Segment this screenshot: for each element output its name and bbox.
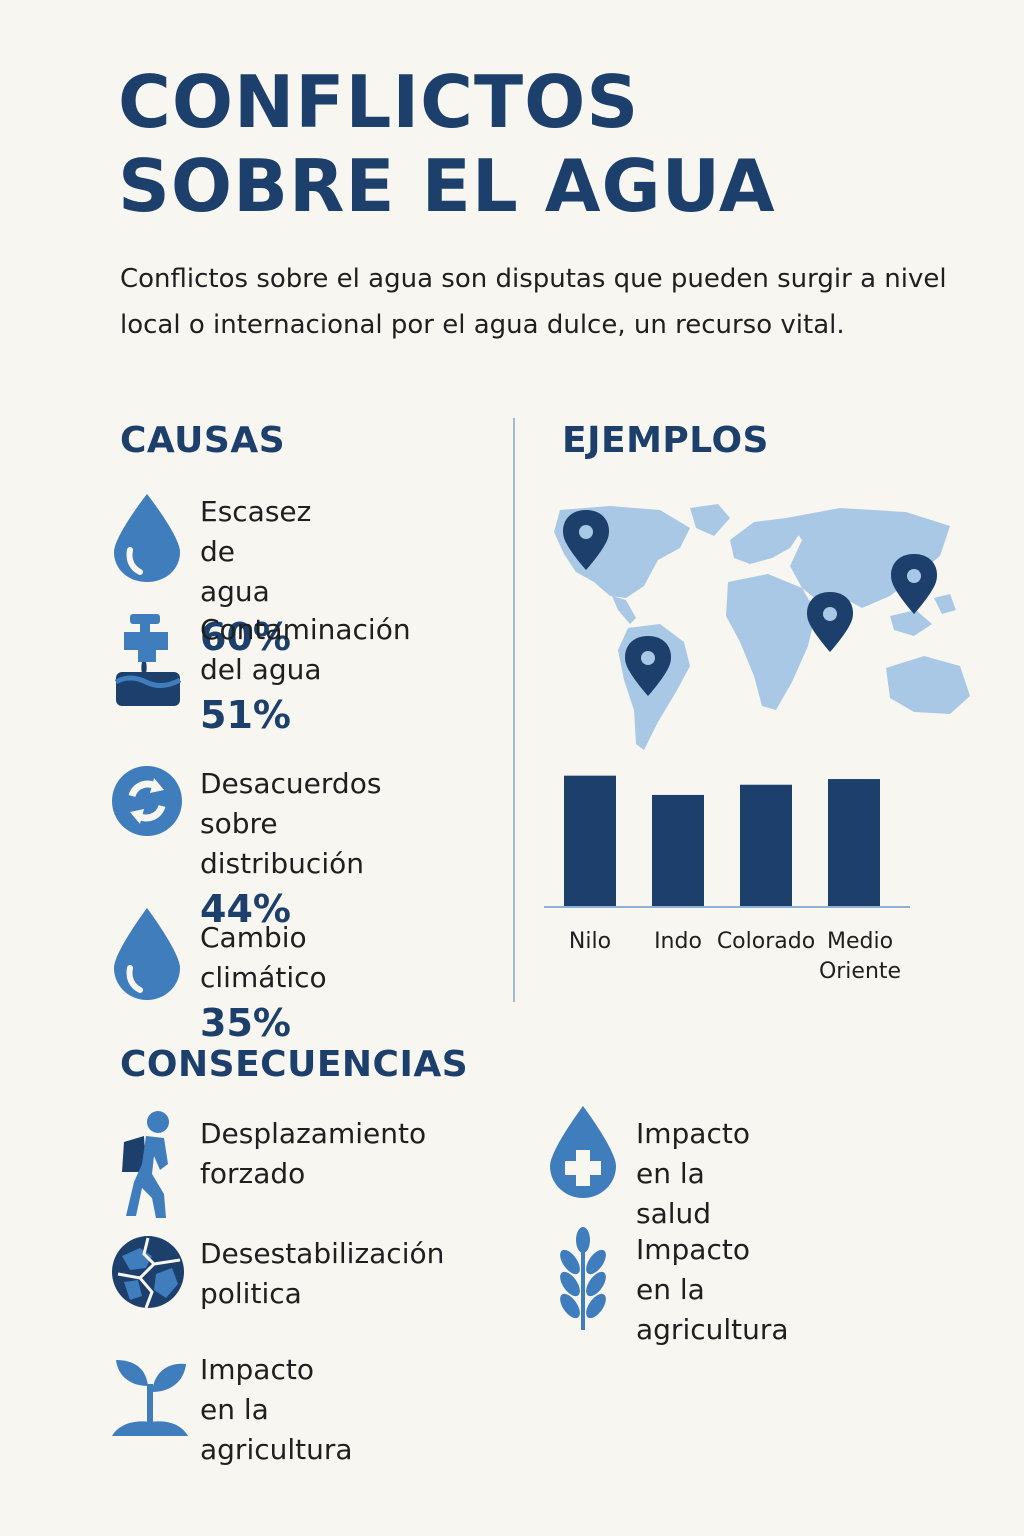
tick-label-indo: Indo bbox=[654, 929, 702, 954]
cause-percentage: 44% bbox=[200, 887, 291, 931]
bar-colorado bbox=[740, 784, 792, 906]
sprout-icon bbox=[112, 1360, 188, 1436]
map-pin-east-asia bbox=[890, 554, 938, 614]
map-pin-north-america bbox=[562, 510, 610, 570]
title-line-1: CONFLICTOS bbox=[118, 60, 640, 144]
walking-person-icon bbox=[122, 1111, 169, 1218]
consequence-label-line-1: Impacto en la bbox=[636, 1233, 750, 1306]
cause-label: Cambio climático bbox=[200, 921, 327, 994]
bar-indo bbox=[652, 794, 704, 906]
cracked-globe-icon bbox=[112, 1236, 184, 1309]
title-line-2: SOBRE EL AGUA bbox=[118, 144, 776, 228]
causes-heading: CAUSAS bbox=[120, 420, 286, 461]
drop-medical-cross-icon bbox=[550, 1106, 616, 1198]
map-pin-south-america bbox=[624, 636, 672, 696]
water-drop-icon bbox=[114, 908, 180, 1000]
cause-label-line-2: sobre distribución bbox=[200, 807, 364, 880]
cause-percentage: 51% bbox=[200, 693, 291, 737]
examples-bar-chart: Nilo Indo Colorado Medio Oriente bbox=[544, 775, 910, 984]
cause-label-line-2: del agua bbox=[200, 653, 322, 686]
cause-percentage: 35% bbox=[200, 1001, 291, 1045]
cause-label: Escasez de agua bbox=[200, 495, 312, 608]
consequence-label-line-2: politica bbox=[200, 1277, 302, 1310]
consequence-label-line-1: Impacto en la bbox=[200, 1353, 314, 1426]
consequences-heading: CONSECUENCIAS bbox=[120, 1044, 469, 1085]
water-drop-icon bbox=[114, 494, 180, 582]
bar-medio-oriente bbox=[828, 779, 880, 906]
examples-heading: EJEMPLOS bbox=[562, 420, 769, 461]
intro-text: Conflictos sobre el agua son disputas qu… bbox=[120, 264, 947, 340]
bar-nilo bbox=[564, 775, 616, 906]
cycle-arrows-icon bbox=[112, 766, 182, 836]
world-map bbox=[554, 504, 970, 750]
wheat-icon bbox=[560, 1227, 606, 1330]
consequence-label-line-1: Desplazamiento bbox=[200, 1117, 427, 1150]
cause-label-line-1: Contaminación bbox=[200, 613, 411, 646]
map-pin-middle-east bbox=[806, 592, 854, 652]
consequence-label-line-2: forzado bbox=[200, 1157, 306, 1190]
consequence-label-line-1: Impacto en la salud bbox=[636, 1117, 750, 1230]
tick-label-nilo: Nilo bbox=[569, 929, 611, 954]
page-title: CONFLICTOS SOBRE EL AGUA bbox=[118, 60, 776, 228]
consequence-label-line-2: agricultura bbox=[636, 1313, 789, 1346]
cause-percentage: 60% bbox=[200, 615, 291, 659]
tick-label-colorado: Colorado bbox=[717, 929, 815, 954]
tick-label-medio-oriente: Oriente bbox=[819, 959, 901, 984]
consequence-label-line-2: agricultura bbox=[200, 1433, 353, 1466]
consequence-label-line-1: Desestabilización bbox=[200, 1237, 445, 1270]
faucet-pollution-icon bbox=[114, 614, 182, 706]
cause-label-line-1: Desacuerdos bbox=[200, 767, 382, 800]
column-divider bbox=[513, 418, 515, 1002]
tick-label-medio-oriente: Medio bbox=[827, 929, 893, 954]
